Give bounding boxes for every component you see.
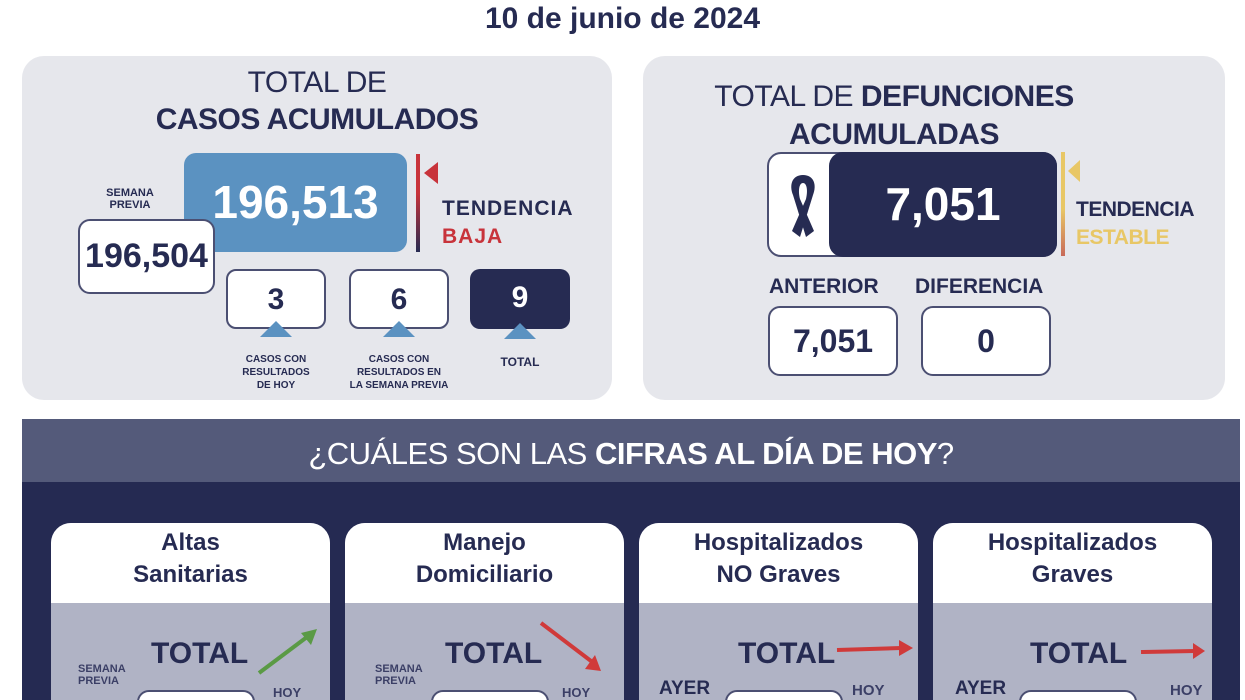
previous-week-label-line1: SEMANA: [106, 187, 154, 199]
cases-today-caption: CASOS CON RESULTADOS DE HOY: [222, 353, 330, 392]
daily-figures-heading: ¿CUÁLES SON LAS CIFRAS AL DÍA DE HOY?: [22, 419, 1240, 482]
card-title-line2: Sanitarias: [133, 561, 248, 588]
trend-bar: [416, 154, 420, 252]
deaths-panel: TOTAL DE DEFUNCIONES ACUMULADAS 7,051 TE…: [643, 56, 1225, 400]
card-title: Hospitalizados Graves: [933, 523, 1212, 603]
cases-prev-week-box: 6: [349, 269, 449, 337]
trend-up-arrow-icon: [257, 629, 317, 675]
card-title-line2: Domiciliario: [415, 561, 554, 588]
cases-prev-week-value: 6: [390, 283, 408, 316]
card-left-label: AYER: [955, 678, 1007, 699]
report-date: 10 de junio de 2024: [484, 2, 761, 35]
previous-week-label-line2: PREVIA: [109, 199, 151, 211]
pointer-triangle-icon: [383, 321, 415, 337]
cases-total-value: 9: [511, 281, 529, 314]
cases-prev-week-caption: CASOS CON RESULTADOS EN LA SEMANA PREVIA: [332, 353, 466, 392]
card-title: Altas Sanitarias: [51, 523, 330, 603]
previous-label: ANTERIOR: [769, 275, 879, 298]
card-total-label: TOTAL: [151, 637, 249, 670]
trend-bar: [1061, 152, 1065, 256]
trend-marker-icon: [424, 162, 438, 184]
difference-label: DIFERENCIA: [915, 275, 1044, 298]
trend-down-arrow-icon: [539, 621, 601, 671]
card-title-line1: Manejo: [443, 529, 526, 556]
caption-line: RESULTADOS EN: [356, 367, 442, 378]
difference-value: 0: [921, 306, 1051, 376]
card-hospitalizados-no-graves: Hospitalizados NO Graves TOTAL AYER HOY: [639, 523, 918, 700]
card-title: Manejo Domiciliario: [345, 523, 624, 603]
card-hospitalizados-graves: Hospitalizados Graves TOTAL AYER HOY: [933, 523, 1212, 700]
card-left-label: SEMANA PREVIA: [78, 663, 126, 687]
card-title-line1: Hospitalizados: [987, 529, 1158, 556]
heading-bold: CIFRAS AL DÍA DE HOY: [594, 436, 937, 471]
card-value-box: [1019, 690, 1137, 700]
card-manejo-domiciliario: Manejo Domiciliario TOTAL SEMANA PREVIA …: [345, 523, 624, 700]
trend-value: ESTABLE: [1076, 226, 1169, 249]
daily-figures-section: ¿CUÁLES SON LAS CIFRAS AL DÍA DE HOY? Al…: [22, 419, 1240, 700]
card-title-line1: Altas: [161, 529, 220, 556]
cases-total: 196,513: [184, 153, 407, 252]
deaths-title-pre: TOTAL DE: [714, 80, 861, 113]
trend-label: TENDENCIA: [1076, 198, 1195, 221]
cases-title-line2: CASOS ACUMULADOS: [155, 103, 479, 136]
card-left-label-line1: SEMANA: [78, 663, 126, 675]
card-left-label: SEMANA PREVIA: [375, 663, 423, 687]
heading-post: ?: [936, 436, 954, 471]
card-altas-sanitarias: Altas Sanitarias TOTAL SEMANA PREVIA HOY: [51, 523, 330, 700]
card-total-label: TOTAL: [445, 637, 543, 670]
caption-line: CASOS CON: [368, 354, 430, 365]
trend-flat-arrow-icon: [836, 640, 913, 656]
cases-today-box: 3: [226, 269, 326, 337]
card-title-line2: Graves: [1031, 561, 1114, 588]
pointer-triangle-icon: [504, 323, 536, 339]
card-title-line2: NO Graves: [716, 561, 841, 588]
card-left-label: AYER: [659, 678, 711, 699]
previous-week-value: 196,504: [78, 219, 215, 294]
card-total-label: TOTAL: [1030, 637, 1128, 670]
deaths-title-line1: TOTAL DE DEFUNCIONES: [603, 80, 1185, 114]
trend-flat-arrow-icon: [1140, 643, 1205, 659]
cases-title-line1: TOTAL DE: [247, 66, 387, 99]
heading-pre: ¿CUÁLES SON LAS: [308, 436, 595, 471]
trend-marker-icon: [1068, 160, 1080, 182]
card-title-line1: Hospitalizados: [693, 529, 864, 556]
card-value-box: [431, 690, 549, 700]
card-right-label: HOY: [852, 682, 885, 699]
cases-panel: TOTAL DE CASOS ACUMULADOS 196,513 SEMANA…: [22, 56, 612, 400]
cases-today-value: 3: [267, 283, 285, 316]
previous-week-label: SEMANA PREVIA: [94, 187, 166, 211]
card-left-label-line2: PREVIA: [78, 675, 119, 687]
ribbon-icon: [791, 175, 815, 237]
deaths-title-line2: ACUMULADAS: [789, 118, 999, 151]
card-right-label: HOY: [273, 685, 302, 700]
trend-label: TENDENCIA: [442, 197, 574, 220]
deaths-total: 7,051: [829, 152, 1057, 257]
card-title: Hospitalizados NO Graves: [639, 523, 918, 603]
card-value-box: [725, 690, 843, 700]
caption-line: DE HOY: [256, 380, 296, 391]
deaths-title-bold: DEFUNCIONES: [860, 80, 1074, 113]
cases-total-caption: TOTAL: [500, 355, 540, 369]
card-left-label-line1: SEMANA: [375, 663, 423, 675]
trend-value: BAJA: [442, 225, 504, 248]
pointer-triangle-icon: [260, 321, 292, 337]
caption-line: LA SEMANA PREVIA: [349, 380, 449, 391]
card-value-box: [137, 690, 255, 700]
card-total-label: TOTAL: [738, 637, 836, 670]
card-right-label: HOY: [562, 685, 591, 700]
caption-line: RESULTADOS: [242, 367, 310, 378]
card-right-label: HOY: [1170, 682, 1203, 699]
previous-value: 7,051: [768, 306, 898, 376]
card-left-label-line2: PREVIA: [375, 675, 416, 687]
cases-total-box: 9: [470, 269, 570, 339]
caption-line: CASOS CON: [245, 354, 307, 365]
